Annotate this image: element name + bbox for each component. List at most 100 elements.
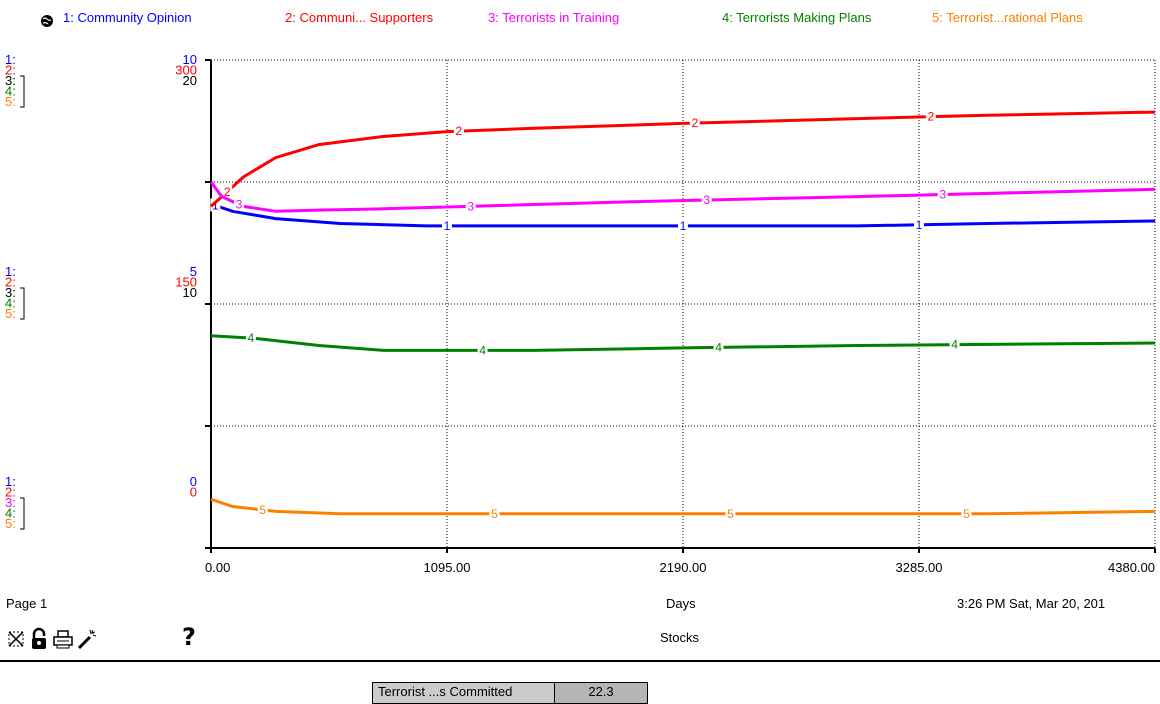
series-marker-bg <box>257 502 268 516</box>
readout-value: 22.3 <box>555 683 647 703</box>
series-marker-bg <box>477 343 488 357</box>
series-marker-bg <box>453 124 464 138</box>
scale-bracket <box>20 287 25 320</box>
series-marker-2: 2 <box>692 116 699 130</box>
series-marker-bg <box>245 330 256 344</box>
series-marker-bg <box>713 340 724 354</box>
legend-item-4: 4: Terrorists Making Plans <box>722 10 872 25</box>
series-marker-4: 4 <box>715 340 722 354</box>
series-marker-4: 4 <box>248 331 255 345</box>
series-marker-5: 5 <box>963 507 970 521</box>
x-tick-label: 4380.00 <box>1108 560 1155 575</box>
x-tick-labels: 0.00 1095.00 2190.00 3285.00 4380.00 <box>205 560 1155 575</box>
legend: 1: Community Opinion 2: Communi... Suppo… <box>0 6 1160 28</box>
scale-series-label: 2: <box>5 63 16 78</box>
magic-wand-icon[interactable] <box>76 627 98 651</box>
scale-bracket <box>20 497 25 530</box>
series-marker-2: 2 <box>224 185 231 199</box>
scale-value: 0 <box>190 474 197 489</box>
scale-series-label: 2: <box>5 275 16 290</box>
series-marker-5: 5 <box>259 503 266 517</box>
x-axis-label: Days <box>666 596 696 611</box>
globe-icon[interactable] <box>40 14 54 28</box>
print-icon[interactable] <box>52 627 74 651</box>
toolbar: ? <box>6 623 206 653</box>
series-marker-4: 4 <box>951 338 958 352</box>
series-marker-1: 1 <box>680 219 687 233</box>
series-marker-bg <box>949 337 960 351</box>
series-marker-1: 1 <box>212 198 219 212</box>
scale-value: 10 <box>183 285 197 300</box>
divider <box>0 660 1160 662</box>
x-tick-label: 1095.00 <box>424 560 471 575</box>
timestamp: 3:26 PM Sat, Mar 20, 201 <box>957 596 1106 611</box>
scale-value: 300 <box>175 63 197 78</box>
scale-series-label: 3: <box>5 495 16 510</box>
numeric-display[interactable]: Terrorist ...s Committed 22.3 <box>372 682 648 704</box>
scale-value: 150 <box>175 275 197 290</box>
scale-series-label: 5: <box>5 94 16 109</box>
series-marker-2: 2 <box>928 110 935 124</box>
scale-series-label: 3: <box>5 73 16 88</box>
legend-item-2: 2: Communi... Supporters <box>285 10 434 25</box>
scale-value: 0 <box>190 485 197 500</box>
series-marker-2: 2 <box>456 124 463 138</box>
scale-value: 5 <box>190 264 197 279</box>
series-marker-bg <box>222 184 233 198</box>
series-marker-bg <box>442 218 452 232</box>
series-marker-3: 3 <box>939 188 946 202</box>
scale-series-label: 1: <box>5 264 16 279</box>
scale-series-label: 4: <box>5 296 16 311</box>
scale-series-label: 2: <box>5 485 16 500</box>
series-marker-bg <box>678 218 688 232</box>
x-tick-label: 0.00 <box>205 560 230 575</box>
series-marker-1: 1 <box>444 219 451 233</box>
series-marker-4: 4 <box>479 343 486 357</box>
scale-value: 10 <box>183 52 197 67</box>
plot-frame <box>205 59 1156 553</box>
scale-series-label: 4: <box>5 84 16 99</box>
series-marker-1: 1 <box>916 218 923 232</box>
scale-series-label: 3: <box>5 285 16 300</box>
series-marker-bg <box>489 506 500 520</box>
series-marker-3: 3 <box>236 197 243 211</box>
x-tick-label: 2190.00 <box>660 560 707 575</box>
series-line-2 <box>209 110 1156 208</box>
series-marker-3: 3 <box>467 199 474 213</box>
scale-series-label: 4: <box>5 506 16 521</box>
lock-icon[interactable] <box>28 627 50 651</box>
page-label[interactable]: Page 1 <box>6 596 48 611</box>
x-tick-label: 3285.00 <box>896 560 943 575</box>
legend-item-3: 3: Terrorists in Training <box>488 10 620 25</box>
help-icon[interactable]: ? <box>182 623 196 651</box>
legend-item-5: 5: Terrorist...rational Plans <box>932 10 1083 25</box>
chart-title: Stocks <box>660 630 700 645</box>
series-line-3 <box>209 181 1156 213</box>
series-marker-3: 3 <box>703 193 710 207</box>
series-line-5 <box>210 497 1156 516</box>
series-marker-bg <box>689 116 700 130</box>
scale-value: 20 <box>183 73 197 88</box>
grid-lines <box>211 59 1156 548</box>
scale-bracket <box>20 75 25 108</box>
scale-series-label: 1: <box>5 52 16 67</box>
series-marker-bg <box>925 109 936 123</box>
scale-series-label: 5: <box>5 306 16 321</box>
legend-item-1: 1: Community Opinion <box>63 10 192 25</box>
series-marker-bg <box>937 187 948 201</box>
scale-series-label: 5: <box>5 516 16 531</box>
series-marker-bg <box>234 197 245 211</box>
series-line-4 <box>210 334 1156 352</box>
series-marker-bg <box>465 199 476 213</box>
series-marker-bg <box>961 506 972 520</box>
series-marker-bg <box>210 198 221 212</box>
graph-tool-icon[interactable] <box>6 627 28 651</box>
series-marker-bg <box>914 217 924 231</box>
series-marker-bg <box>701 193 712 207</box>
series-marker-5: 5 <box>491 507 498 521</box>
scale-series-label: 1: <box>5 474 16 489</box>
series-marker-bg <box>725 506 736 520</box>
